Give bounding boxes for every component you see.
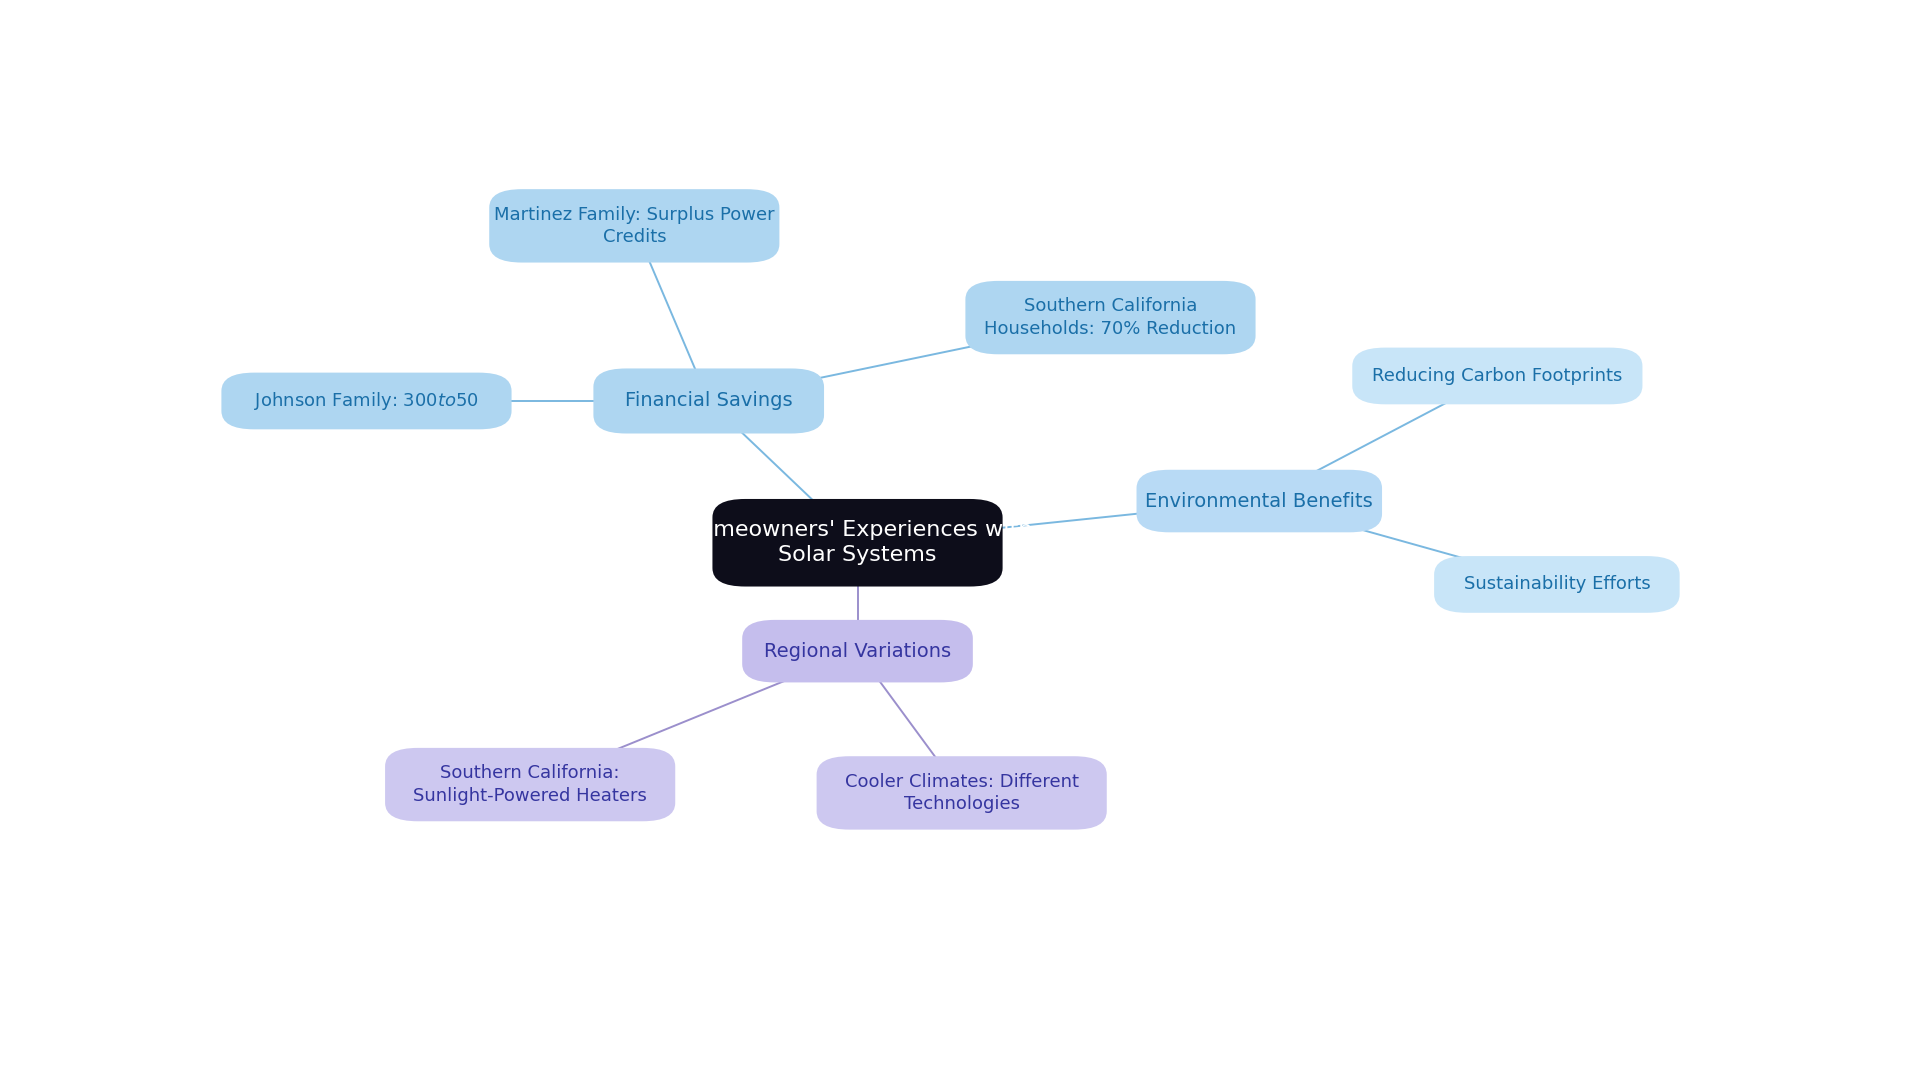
- FancyBboxPatch shape: [221, 373, 511, 429]
- Text: Environmental Benefits: Environmental Benefits: [1146, 492, 1373, 510]
- FancyBboxPatch shape: [386, 748, 676, 821]
- Text: Financial Savings: Financial Savings: [624, 391, 793, 410]
- FancyBboxPatch shape: [1434, 556, 1680, 613]
- Text: Martinez Family: Surplus Power
Credits: Martinez Family: Surplus Power Credits: [493, 206, 774, 246]
- Text: Cooler Climates: Different
Technologies: Cooler Climates: Different Technologies: [845, 773, 1079, 813]
- FancyBboxPatch shape: [743, 619, 973, 682]
- FancyBboxPatch shape: [816, 756, 1106, 830]
- Text: Reducing Carbon Footprints: Reducing Carbon Footprints: [1373, 367, 1622, 384]
- FancyBboxPatch shape: [490, 190, 780, 262]
- FancyBboxPatch shape: [966, 280, 1256, 354]
- FancyBboxPatch shape: [712, 499, 1002, 587]
- Text: Southern California:
Sunlight-Powered Heaters: Southern California: Sunlight-Powered He…: [413, 765, 647, 805]
- Text: Sustainability Efforts: Sustainability Efforts: [1463, 575, 1651, 593]
- Text: Homeowners' Experiences with
Solar Systems: Homeowners' Experiences with Solar Syste…: [684, 520, 1033, 565]
- Text: Regional Variations: Regional Variations: [764, 641, 950, 661]
- Text: Southern California
Households: 70% Reduction: Southern California Households: 70% Redu…: [985, 298, 1236, 338]
- FancyBboxPatch shape: [1352, 348, 1642, 404]
- FancyBboxPatch shape: [593, 368, 824, 433]
- Text: Johnson Family: $300 to $50: Johnson Family: $300 to $50: [253, 390, 478, 412]
- FancyBboxPatch shape: [1137, 470, 1382, 533]
